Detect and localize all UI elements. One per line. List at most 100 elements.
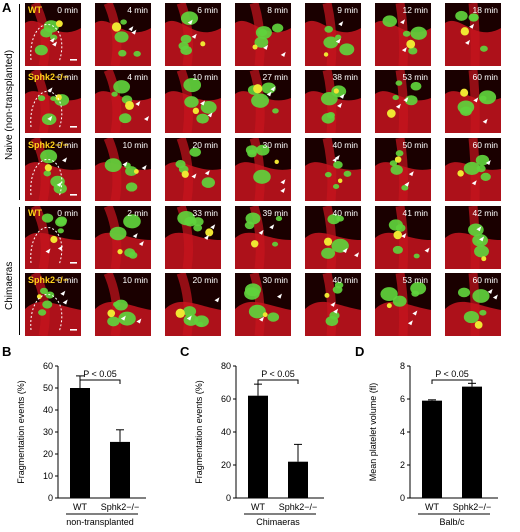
x-tick-label: WT xyxy=(251,502,265,512)
vessel-branch xyxy=(30,70,50,133)
platelet-cluster xyxy=(339,43,355,56)
vessel-branch xyxy=(395,70,409,133)
vessel-branch xyxy=(395,138,409,201)
arrowhead-marker xyxy=(187,19,193,25)
chart-b: Fragmentation events (%) 0 10 20 30 40 50 60 WT S… xyxy=(16,361,146,527)
micrograph-image xyxy=(165,206,221,269)
arrowhead-marker xyxy=(144,116,150,122)
tile-timestamp: 60 min xyxy=(472,72,498,82)
platelet-cluster xyxy=(248,304,266,319)
overlap-spot xyxy=(457,170,464,177)
arrowhead-marker xyxy=(400,19,406,25)
arrowhead-marker xyxy=(191,173,197,179)
y-tick-label: 40 xyxy=(221,427,231,437)
micrograph-tile: 0 min Sphk2−/− xyxy=(25,273,81,336)
overlap-spot xyxy=(337,178,343,183)
arrowhead-marker xyxy=(120,315,126,321)
tile-timestamp: 0 min xyxy=(57,5,78,15)
micrograph-image xyxy=(235,138,291,201)
platelet-cluster xyxy=(38,309,47,316)
platelet-cluster xyxy=(196,113,209,124)
platelet-cluster xyxy=(272,241,279,247)
overlap-spot xyxy=(324,292,330,298)
vessel-region xyxy=(25,301,81,336)
tile-genotype-label: Sphk2−/− xyxy=(28,275,69,285)
y-tick-label: 0 xyxy=(48,493,53,503)
platelet-cluster xyxy=(184,96,199,108)
arrowhead-marker xyxy=(482,118,488,124)
micrograph-image xyxy=(95,3,151,66)
platelet-cluster xyxy=(382,15,397,27)
tile-timestamp: 60 min xyxy=(472,140,498,150)
arrowhead-marker xyxy=(276,293,282,299)
platelet-cluster xyxy=(343,170,352,177)
arrowhead-marker xyxy=(47,87,53,93)
platelet-cluster xyxy=(472,289,490,303)
micrograph-image xyxy=(235,70,291,133)
platelet-cluster xyxy=(125,166,138,177)
overlap-spot xyxy=(55,20,63,28)
overlap-spot xyxy=(474,320,483,329)
vessel-branch xyxy=(176,3,194,66)
platelet-cluster xyxy=(392,95,399,101)
arrowhead-marker xyxy=(52,41,58,47)
x-tick-label: Sphk2−/− xyxy=(453,502,492,512)
micrograph-image xyxy=(375,3,431,66)
significance-bracket xyxy=(431,379,473,384)
micrograph-image xyxy=(375,70,431,133)
tile-timestamp: 30 min xyxy=(262,140,288,150)
micrograph-image xyxy=(445,70,501,133)
significance-label: P < 0.05 xyxy=(435,369,469,379)
platelet-cluster xyxy=(261,82,276,94)
micrograph-tile: 30 min xyxy=(235,273,291,336)
platelet-cluster xyxy=(183,314,199,326)
platelet-cluster xyxy=(333,160,343,169)
platelet-cluster xyxy=(272,108,279,114)
micrograph-tile: 53 min xyxy=(375,70,431,133)
platelet-cluster xyxy=(463,310,479,324)
platelet-cluster xyxy=(395,224,406,232)
vessel-branch xyxy=(249,206,265,269)
platelet-cluster xyxy=(479,95,487,102)
platelet-cluster xyxy=(40,149,58,164)
micrograph-image xyxy=(165,3,221,66)
platelet-cluster xyxy=(177,211,196,226)
bar xyxy=(422,400,442,498)
platelet-cluster xyxy=(34,44,48,56)
vessel-region xyxy=(95,20,151,66)
micrograph-tile: 38 min xyxy=(305,70,361,133)
overlap-spot xyxy=(262,312,268,318)
tile-timestamp: 33 min xyxy=(192,208,218,218)
tile-timestamp: 6 min xyxy=(197,5,218,15)
platelet-cluster xyxy=(392,295,407,307)
panel-label-a: A xyxy=(2,0,12,15)
platelet-cluster xyxy=(244,283,262,297)
platelet-cluster xyxy=(480,45,488,52)
micrograph-image xyxy=(445,138,501,201)
micrograph-tile: 4 min xyxy=(95,70,151,133)
platelet-cluster xyxy=(111,91,118,97)
tile-timestamp: 20 min xyxy=(192,275,218,285)
naive-group-label: Naive (non-transplanted) xyxy=(4,49,15,160)
arrowhead-marker xyxy=(204,170,210,176)
vessel-branch xyxy=(176,273,194,336)
micrograph-tile: 30 min xyxy=(235,138,291,201)
chart-d: Mean platelet volume (fl) 0 2 4 6 8 WT Sphk2−/−… xyxy=(368,361,498,527)
micrograph-tile: 20 min xyxy=(165,138,221,201)
tile-timestamp: 9 min xyxy=(337,5,358,15)
arrowhead-marker xyxy=(337,102,343,108)
arrowhead-marker xyxy=(62,299,68,305)
x-tick-label: Sphk2−/− xyxy=(101,502,140,512)
arrowhead-marker xyxy=(424,247,430,253)
panel-label-b: B xyxy=(2,344,12,359)
platelet-cluster xyxy=(125,182,138,192)
y-tick-label: 6 xyxy=(400,394,405,404)
tile-timestamp: 0 min xyxy=(57,275,78,285)
micrograph-tile: 10 min xyxy=(95,273,151,336)
tile-timestamp: 12 min xyxy=(402,5,428,15)
x-tick-label: WT xyxy=(73,502,87,512)
vessel-region xyxy=(25,232,81,269)
y-tick-label: 10 xyxy=(43,471,53,481)
y-tick-label: 50 xyxy=(43,383,53,393)
platelet-cluster xyxy=(193,224,203,232)
